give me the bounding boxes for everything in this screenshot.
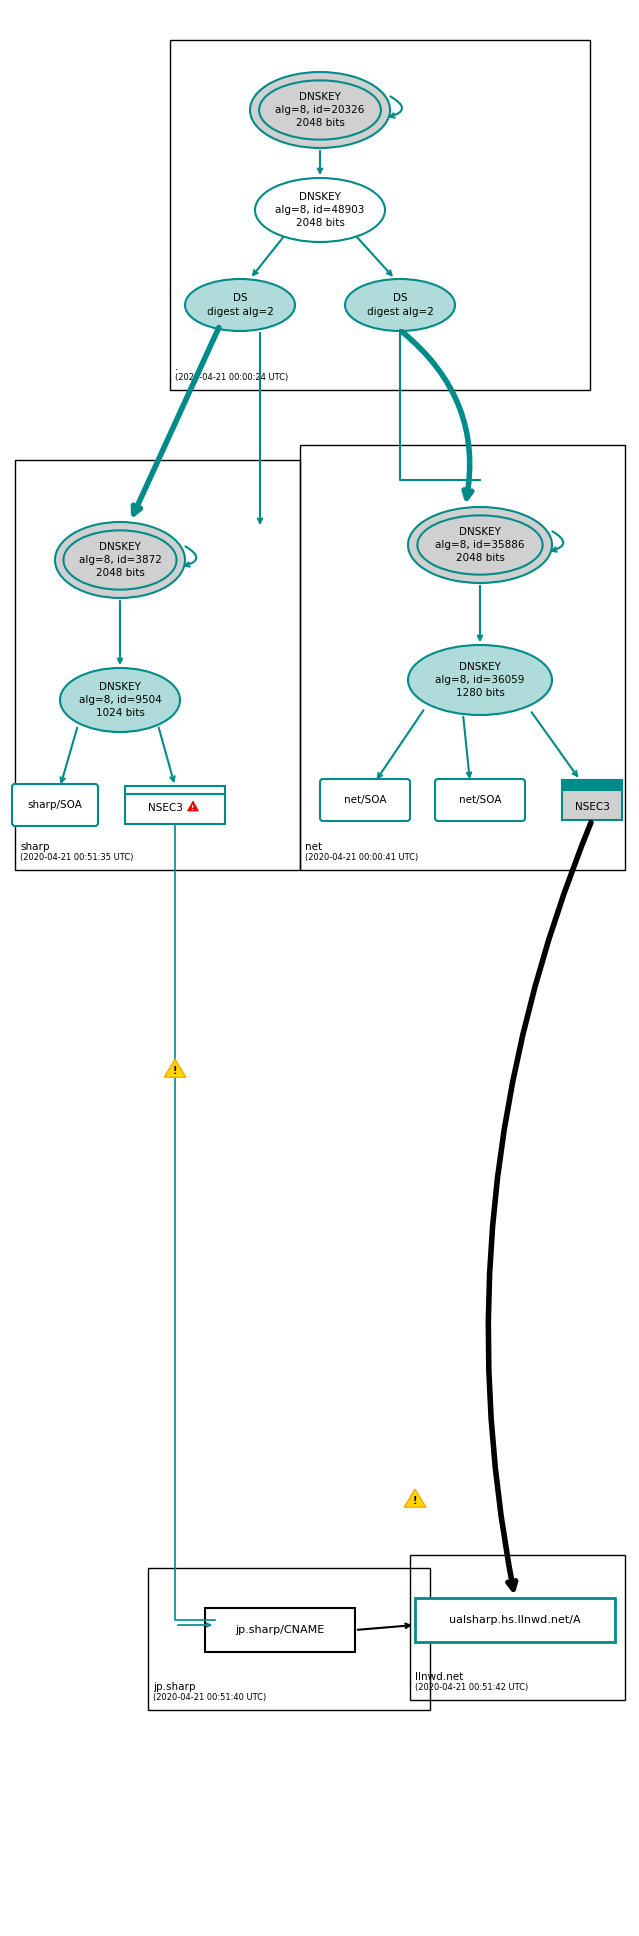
Ellipse shape [417, 515, 543, 575]
FancyBboxPatch shape [320, 778, 410, 821]
Text: sharp/SOA: sharp/SOA [27, 800, 82, 809]
Text: !: ! [173, 1067, 177, 1076]
Text: (2020-04-21 00:51:35 UTC): (2020-04-21 00:51:35 UTC) [20, 854, 134, 862]
Ellipse shape [250, 72, 390, 147]
Polygon shape [404, 1489, 426, 1508]
Text: .: . [175, 362, 178, 372]
Ellipse shape [345, 279, 455, 331]
Text: (2020-04-21 00:00:41 UTC): (2020-04-21 00:00:41 UTC) [305, 854, 419, 862]
Text: jp.sharp: jp.sharp [153, 1682, 196, 1692]
Text: DNSKEY
alg=8, id=3872
2048 bits: DNSKEY alg=8, id=3872 2048 bits [79, 542, 162, 579]
Polygon shape [562, 780, 622, 790]
Text: DS
digest alg=2: DS digest alg=2 [206, 294, 273, 318]
Text: jp.sharp/CNAME: jp.sharp/CNAME [235, 1624, 325, 1636]
Text: !: ! [413, 1497, 417, 1506]
FancyBboxPatch shape [12, 784, 98, 827]
Text: sharp: sharp [20, 842, 49, 852]
Text: (2020-04-21 00:51:40 UTC): (2020-04-21 00:51:40 UTC) [153, 1692, 266, 1702]
Text: net: net [305, 842, 322, 852]
Ellipse shape [55, 523, 185, 598]
Text: llnwd.net: llnwd.net [415, 1673, 463, 1682]
Text: !: ! [191, 805, 195, 811]
Ellipse shape [63, 530, 176, 590]
Text: DNSKEY
alg=8, id=35886
2048 bits: DNSKEY alg=8, id=35886 2048 bits [435, 527, 525, 563]
FancyBboxPatch shape [435, 778, 525, 821]
Text: (2020-04-21 00:51:42 UTC): (2020-04-21 00:51:42 UTC) [415, 1682, 528, 1692]
Ellipse shape [185, 279, 295, 331]
FancyBboxPatch shape [205, 1609, 355, 1651]
Polygon shape [187, 802, 199, 811]
Ellipse shape [408, 645, 552, 714]
Ellipse shape [259, 81, 381, 139]
Text: net/SOA: net/SOA [344, 796, 386, 805]
Text: DNSKEY
alg=8, id=9504
1024 bits: DNSKEY alg=8, id=9504 1024 bits [79, 681, 162, 718]
Text: ualsharp.hs.llnwd.net/A: ualsharp.hs.llnwd.net/A [449, 1615, 581, 1624]
Text: net/SOA: net/SOA [459, 796, 501, 805]
Text: NSEC3: NSEC3 [148, 803, 183, 813]
Ellipse shape [255, 178, 385, 242]
Text: NSEC3: NSEC3 [574, 802, 610, 811]
Text: DNSKEY
alg=8, id=20326
2048 bits: DNSKEY alg=8, id=20326 2048 bits [275, 91, 365, 128]
Ellipse shape [60, 668, 180, 732]
Text: DNSKEY
alg=8, id=36059
1280 bits: DNSKEY alg=8, id=36059 1280 bits [435, 662, 525, 699]
FancyBboxPatch shape [415, 1597, 615, 1642]
Polygon shape [562, 780, 622, 821]
Text: DS
digest alg=2: DS digest alg=2 [367, 294, 433, 318]
Text: DNSKEY
alg=8, id=48903
2048 bits: DNSKEY alg=8, id=48903 2048 bits [275, 192, 365, 228]
Polygon shape [164, 1059, 186, 1076]
Polygon shape [125, 786, 225, 825]
Ellipse shape [408, 507, 552, 583]
Text: (2020-04-21 00:00:24 UTC): (2020-04-21 00:00:24 UTC) [175, 374, 288, 381]
